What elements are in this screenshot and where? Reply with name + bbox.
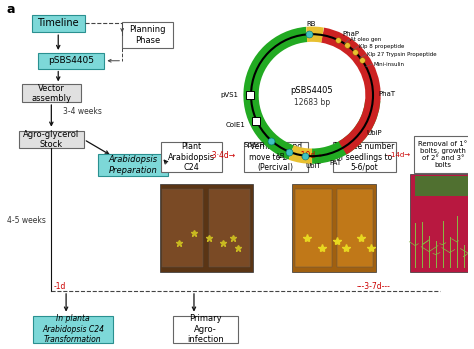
Text: -1d: -1d <box>53 282 66 290</box>
Text: ColE1: ColE1 <box>226 122 246 128</box>
Text: PhaP: PhaP <box>343 31 360 37</box>
Text: --14d→: --14d→ <box>386 152 410 158</box>
FancyBboxPatch shape <box>244 142 308 172</box>
FancyBboxPatch shape <box>33 315 113 343</box>
Text: Klp 8 propeptide: Klp 8 propeptide <box>359 44 404 49</box>
Text: pVS1: pVS1 <box>220 92 238 98</box>
Text: a: a <box>6 3 15 16</box>
FancyBboxPatch shape <box>37 53 104 69</box>
FancyBboxPatch shape <box>161 142 221 172</box>
Text: RB: RB <box>306 21 316 27</box>
Text: Planning
Phase: Planning Phase <box>129 25 166 45</box>
Text: Vector
assembly: Vector assembly <box>31 83 72 103</box>
Text: SpecR: SpecR <box>244 142 265 148</box>
Text: pSBS4405: pSBS4405 <box>291 86 333 95</box>
FancyBboxPatch shape <box>98 154 168 176</box>
FancyBboxPatch shape <box>292 184 376 272</box>
FancyBboxPatch shape <box>160 184 253 272</box>
Text: 3-4 weeks: 3-4 weeks <box>63 107 102 117</box>
FancyBboxPatch shape <box>173 315 238 343</box>
FancyBboxPatch shape <box>22 84 81 102</box>
FancyBboxPatch shape <box>415 176 471 195</box>
FancyBboxPatch shape <box>246 91 254 99</box>
FancyBboxPatch shape <box>209 188 250 267</box>
Text: -10d→: -10d→ <box>298 151 322 160</box>
Text: pSBS4405: pSBS4405 <box>48 56 94 65</box>
Text: 4-5 weeks: 4-5 weeks <box>7 216 46 225</box>
Text: Vernalize and
move to 24°C
(Percival): Vernalize and move to 24°C (Percival) <box>249 142 302 172</box>
FancyBboxPatch shape <box>410 174 474 272</box>
Text: Mini-insulin: Mini-insulin <box>373 62 404 67</box>
Text: UbiP: UbiP <box>366 130 382 136</box>
Text: -3·4d→: -3·4d→ <box>210 151 236 160</box>
Text: ---3-7d---: ---3-7d--- <box>356 282 390 290</box>
Text: Arabidopsis
Preparation: Arabidopsis Preparation <box>109 155 157 175</box>
Text: Reduce number
of seedlings to
5-6/pot: Reduce number of seedlings to 5-6/pot <box>334 142 394 172</box>
Text: LB: LB <box>277 153 285 159</box>
Text: PAT: PAT <box>330 160 342 166</box>
Text: In planta
Arabidopsis C24
Transformation: In planta Arabidopsis C24 Transformation <box>42 314 104 344</box>
Text: PhaT: PhaT <box>379 91 396 97</box>
Text: Removal of 1°
bolts, growth
of 2° and 3°
bolts: Removal of 1° bolts, growth of 2° and 3°… <box>418 141 467 168</box>
FancyBboxPatch shape <box>252 117 260 125</box>
FancyBboxPatch shape <box>333 142 396 172</box>
Text: UbiT: UbiT <box>305 163 321 169</box>
FancyBboxPatch shape <box>337 188 374 267</box>
FancyBboxPatch shape <box>19 131 84 148</box>
Text: 12683 bp: 12683 bp <box>294 98 330 106</box>
FancyBboxPatch shape <box>414 135 471 173</box>
Text: Timeline: Timeline <box>37 18 79 28</box>
Text: Agro-glycerol
Stock: Agro-glycerol Stock <box>23 130 80 149</box>
Text: Klp 27 Trypsin Propeptide: Klp 27 Trypsin Propeptide <box>367 52 437 57</box>
FancyBboxPatch shape <box>122 22 173 48</box>
FancyBboxPatch shape <box>295 188 332 267</box>
Text: Primary
Agro-
infection: Primary Agro- infection <box>187 314 224 344</box>
Text: Plant
Arabidopsis
C24: Plant Arabidopsis C24 <box>167 142 215 172</box>
FancyBboxPatch shape <box>32 15 85 32</box>
Text: At oleo gen: At oleo gen <box>350 37 381 42</box>
FancyBboxPatch shape <box>163 188 203 267</box>
